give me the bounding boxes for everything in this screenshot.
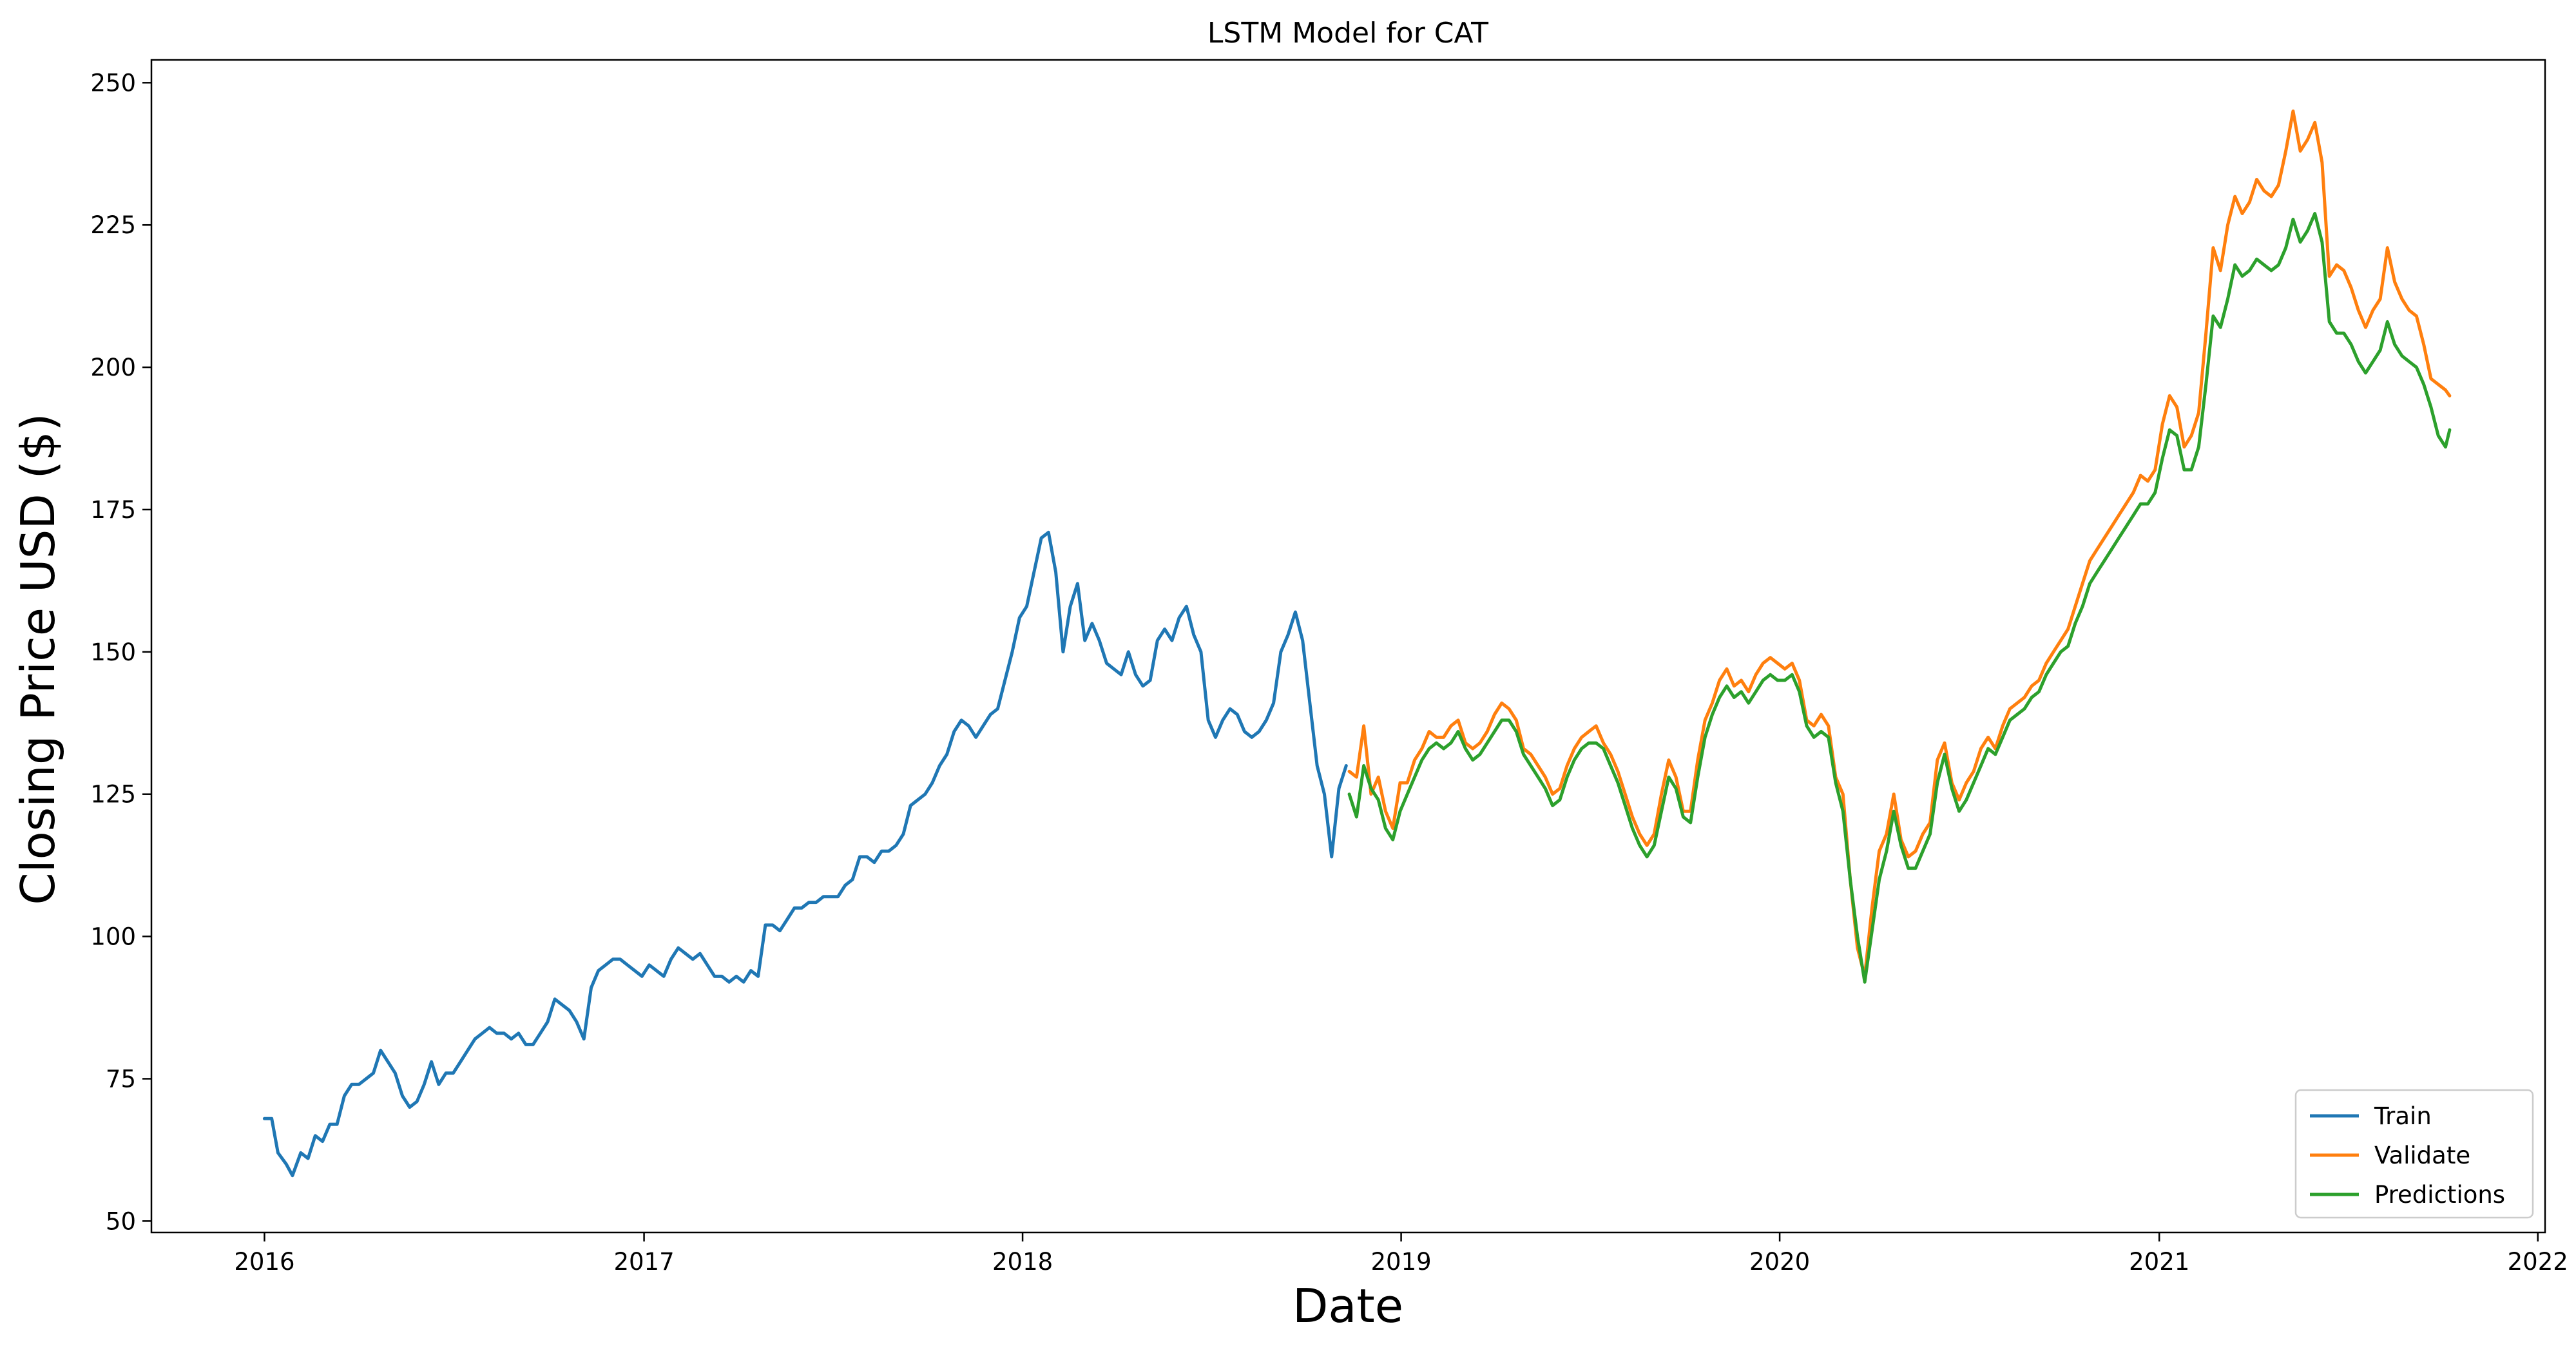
series-layer (262, 110, 2452, 1178)
series-line-train (262, 530, 1348, 1178)
legend-label-validate: Validate (2374, 1142, 2470, 1169)
y-tick-label: 225 (90, 211, 136, 239)
y-tick-label: 50 (106, 1207, 136, 1235)
y-tick-label: 200 (90, 354, 136, 381)
x-tick-label: 2018 (992, 1248, 1053, 1276)
legend-label-predictions: Predictions (2374, 1181, 2505, 1209)
x-tick-label: 2022 (2508, 1248, 2568, 1276)
x-tick-label: 2021 (2129, 1248, 2189, 1276)
legend-label-train: Train (2374, 1102, 2432, 1130)
chart-title: LSTM Model for CAT (1207, 17, 1488, 50)
y-axis-label: Closing Price USD ($) (11, 413, 65, 905)
axes-layer: 2016 2017 2018 2019 2020 2021 2022 50 75 100 125 15… (90, 59, 2568, 1276)
legend-box (2294, 1089, 2534, 1219)
x-tick-label: 2016 (234, 1248, 294, 1276)
x-axis-label: Date (1293, 1279, 1403, 1333)
x-tick-label: 2017 (613, 1248, 674, 1276)
series-line-validate (1347, 110, 2452, 978)
y-tick-label: 150 (90, 638, 136, 666)
series-line-predictions (1347, 212, 2452, 984)
plot-frame (150, 59, 2546, 1234)
x-tick-label: 2019 (1371, 1248, 1432, 1276)
y-tick-label: 100 (90, 923, 136, 951)
y-tick-label: 125 (90, 781, 136, 809)
y-tick-label: 175 (90, 496, 136, 524)
y-tick-label: 250 (90, 69, 136, 97)
y-tick-label: 75 (106, 1065, 136, 1093)
x-tick-label: 2020 (1749, 1248, 1810, 1276)
legend: Train Validate Predictions (2294, 1089, 2534, 1219)
